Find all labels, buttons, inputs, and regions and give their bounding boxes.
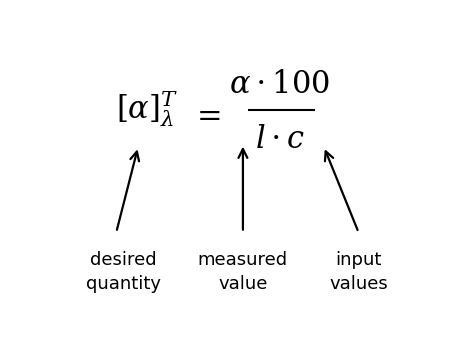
- Text: measured
value: measured value: [198, 251, 288, 293]
- Text: input
values: input values: [329, 251, 388, 293]
- Text: $=$: $=$: [191, 100, 221, 130]
- Text: desired
quantity: desired quantity: [86, 251, 161, 293]
- Text: $l \cdot c$: $l \cdot c$: [255, 125, 305, 154]
- Text: $\left[\alpha\right]_{\lambda}^{T}$: $\left[\alpha\right]_{\lambda}^{T}$: [116, 88, 179, 129]
- Text: $\alpha \cdot 100$: $\alpha \cdot 100$: [229, 71, 330, 99]
